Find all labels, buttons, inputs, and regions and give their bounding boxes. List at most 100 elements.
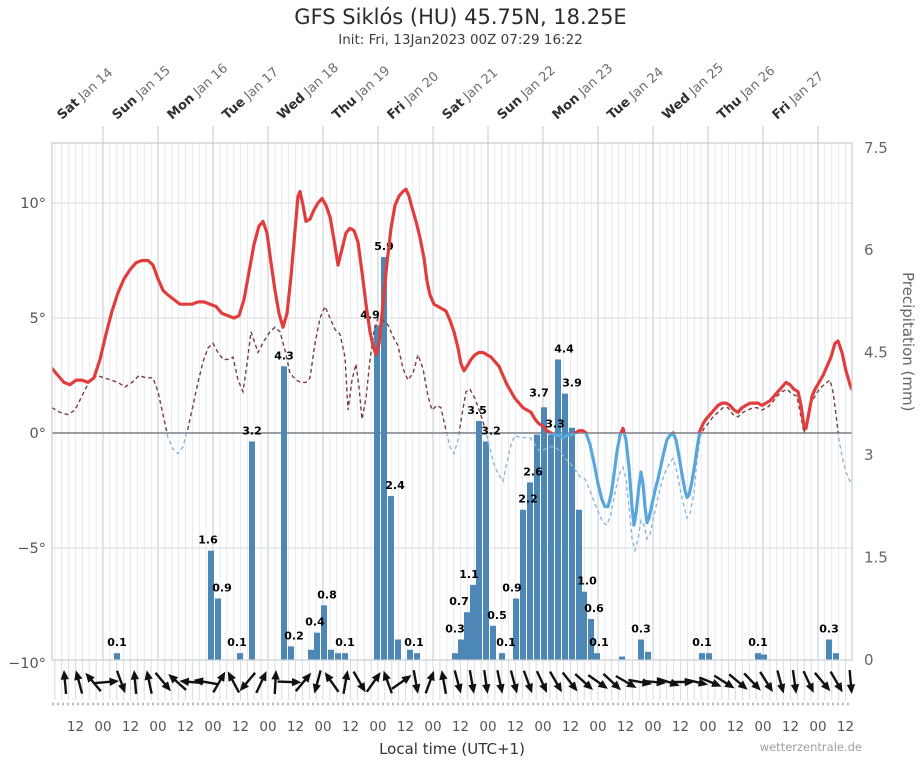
time-label: 12	[67, 719, 84, 735]
wind-arrow-icon	[85, 672, 102, 692]
bar-value-label: 3.2	[242, 424, 262, 437]
precip-bar	[249, 441, 255, 660]
precip-bar	[761, 654, 767, 660]
precip-bar	[569, 427, 575, 660]
precip-bar	[527, 482, 533, 660]
grid	[52, 126, 852, 660]
wind-arrow-icon	[391, 675, 412, 690]
bar-value-label: 0.1	[107, 636, 127, 649]
time-label: 12	[452, 719, 469, 735]
day-label: Sun Jan 15	[110, 63, 174, 123]
bar-value-label: 3.7	[529, 386, 549, 399]
precip-bar	[483, 441, 489, 660]
time-label: 00	[204, 719, 221, 735]
bar-value-label: 3.5	[467, 404, 487, 417]
time-label: 00	[369, 719, 386, 735]
precip-bar	[594, 653, 600, 660]
precip-bar	[826, 639, 832, 660]
precip-bar	[452, 653, 458, 660]
dewpoint-above-zero	[52, 304, 839, 433]
plot-border	[51, 142, 853, 661]
time-label: 00	[479, 719, 496, 735]
wind-arrow-icon	[60, 670, 69, 695]
right-axis-title: Precipitation (mm)	[899, 272, 917, 412]
wind-arrow-icon	[227, 671, 241, 694]
wind-arrow-icon	[168, 673, 187, 691]
wind-arrow-icon	[144, 670, 153, 694]
wind-band	[52, 661, 856, 706]
precip-bar	[388, 496, 394, 660]
precip-bar	[395, 639, 401, 660]
precip-bar	[619, 656, 625, 660]
bar-value-label: 0.6	[584, 602, 604, 615]
precip-bar	[314, 632, 320, 660]
bar-value-label: 4.4	[554, 342, 574, 355]
precip-bar	[555, 359, 561, 660]
wind-arrow-icon	[412, 669, 421, 694]
precip-bar	[114, 653, 120, 660]
dewpoint-below-zero	[166, 433, 852, 554]
bar-value-label: 0.4	[305, 616, 325, 629]
right-axis-tick-label: 1.5	[864, 549, 888, 567]
left-axis-tick-label: 10°	[20, 196, 46, 212]
precip-bar	[699, 653, 705, 660]
wind-arrow-icon	[574, 673, 594, 691]
left-axis-tick-label: −5°	[17, 541, 46, 557]
chart-title: GFS Siklós (HU) 45.75N, 18.25E	[294, 5, 627, 29]
wind-arrow-icon	[802, 670, 814, 693]
precip-bar	[581, 591, 587, 660]
wind-arrow-icon	[587, 674, 608, 689]
right-axis-tick-label: 6	[864, 241, 874, 259]
watermark: wetterzentrale.de	[759, 740, 862, 754]
right-axis-tick-label: 0	[864, 651, 874, 669]
precip-bar	[513, 598, 519, 660]
time-label: 00	[424, 719, 441, 735]
time-label: 12	[562, 719, 579, 735]
wind-arrow-icon	[615, 674, 637, 688]
wind-arrow-icon	[193, 677, 218, 686]
precip-bar	[414, 653, 420, 660]
precip-bar	[374, 325, 380, 660]
bar-value-label: 4.3	[274, 349, 294, 362]
day-label: Sat Jan 14	[55, 66, 116, 123]
bar-value-label: 0.1	[589, 636, 609, 649]
temperature-line	[52, 187, 852, 527]
chart-subtitle: Init: Fri, 13Jan2023 00Z 07:29 16:22	[338, 32, 583, 48]
wind-arrow-icon	[382, 670, 393, 694]
bar-value-label: 0.3	[445, 623, 465, 636]
time-label: 00	[149, 719, 166, 735]
bar-value-label: 0.9	[212, 582, 232, 595]
wind-arrow-icon	[115, 670, 126, 694]
bar-value-label: 3.9	[562, 377, 582, 390]
day-label: Fri Jan 27	[770, 69, 827, 123]
wind-arrow-icon	[312, 670, 322, 694]
precip-bar	[588, 619, 594, 660]
time-label: 12	[177, 719, 194, 735]
precip-bar	[755, 653, 761, 660]
wind-arrow-icon	[154, 672, 171, 692]
time-axis-labels: 12 00 12 00 12 00 12 00 12 00 12 00 12 00 12 00 12 00 12 00…	[67, 719, 854, 735]
precip-bar	[342, 653, 348, 660]
wind-arrow-icon	[239, 672, 257, 692]
wind-arrow-icon	[439, 670, 448, 695]
precip-bar	[208, 550, 214, 660]
time-label: 12	[342, 719, 359, 735]
precip-bar	[476, 420, 482, 660]
precip-bar	[288, 646, 294, 660]
wind-arrow-icon	[453, 670, 463, 694]
wind-arrow-icon	[341, 670, 351, 695]
bar-value-label: 0.1	[496, 636, 516, 649]
wind-arrow-icon	[548, 671, 562, 693]
bar-value-label: 0.9	[502, 582, 522, 595]
day-label: Sun Jan 22	[495, 63, 559, 123]
bar-value-label: 4.9	[360, 308, 380, 321]
bar-value-label: 2.2	[518, 493, 538, 506]
right-axis-labels: 7.5 6 4.5 3 1.5 0	[864, 139, 888, 669]
wind-arrow-icon	[352, 671, 366, 693]
wind-arrow-icon	[482, 669, 491, 694]
precip-bar	[576, 509, 582, 660]
wind-arrow-icon	[271, 670, 280, 695]
right-axis-tick-label: 3	[864, 446, 874, 464]
wind-arrow-icon	[522, 670, 533, 694]
